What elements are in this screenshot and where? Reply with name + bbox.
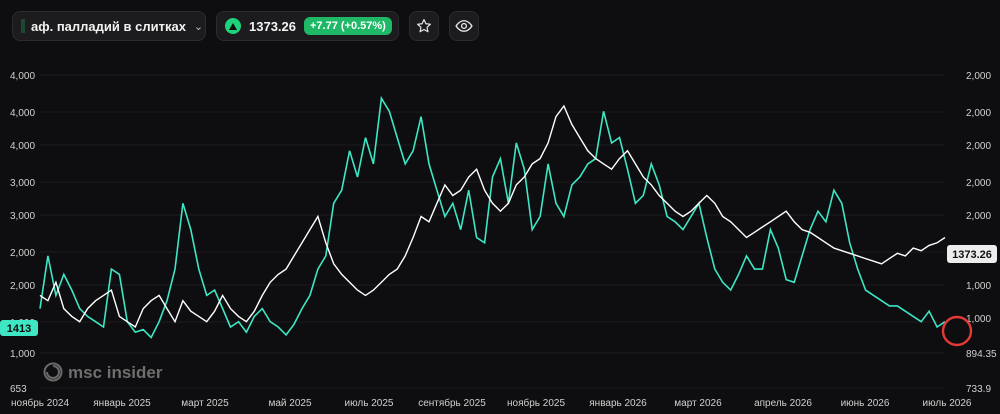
- msc-logo: msc insider: [43, 362, 163, 382]
- right-axis-tick-label: 1,000: [966, 314, 991, 325]
- time-axis-tick-label: сентябрь 2025: [418, 397, 486, 409]
- symbol-name: аф. палладий в слитках: [31, 18, 186, 34]
- grid-lines: [40, 74, 945, 389]
- time-axis-tick-label: май 2025: [268, 398, 311, 409]
- favorite-button[interactable]: [408, 11, 439, 41]
- current-price: 1373.26: [249, 18, 296, 34]
- left-axis-tick-label: 1,000: [10, 349, 35, 360]
- time-axis-tick-label: март 2026: [674, 398, 722, 409]
- star-icon: [416, 19, 431, 33]
- time-axis-tick-label: ноябрь 2025: [507, 397, 565, 409]
- time-axis-tick-label: июль 2025: [345, 398, 394, 409]
- left-axis-tick-label: 4,000: [10, 141, 35, 152]
- right-axis-tick-label: 2,000: [966, 178, 991, 189]
- symbol-selector[interactable]: аф. палладий в слитках ⌄: [12, 11, 206, 41]
- time-axis-tick-label: июль 2026: [923, 398, 972, 409]
- right-axis-tick-label: 2,000: [966, 108, 991, 119]
- time-axis-tick-label: январь 2026: [589, 398, 647, 409]
- left-price-axis: 4,000 4,000 4,000 3,000 3,000 2,000 2,000 1,000…: [10, 71, 35, 395]
- chart-toolbar: аф. палладий в слитках ⌄ 1373.26 +7.77 (…: [12, 10, 479, 42]
- right-axis-tick-label: 2,000: [966, 71, 991, 82]
- right-price-axis: 2,0002,0002,0002,0002,0002,0001,0001,000…: [966, 71, 997, 395]
- left-axis-tick-label: 2,000: [10, 281, 35, 292]
- watermark-text: msc insider: [68, 363, 163, 382]
- price-display: 1373.26 +7.77 (+0.57%): [216, 11, 399, 41]
- time-axis-tick-label: апрель 2026: [754, 398, 812, 409]
- chevron-down-icon: ⌄: [193, 20, 204, 33]
- series-b-line: [39, 104, 946, 329]
- time-axis-tick-label: март 2025: [181, 398, 229, 409]
- left-axis-tick-label: 653: [10, 384, 27, 395]
- left-axis-tick-label: 4,000: [10, 108, 35, 119]
- right-axis-tick-label: 894.35: [966, 349, 997, 360]
- left-last-price-label: 1413: [7, 323, 31, 335]
- left-axis-tick-label: 3,000: [10, 211, 35, 222]
- right-axis-tick-label: 2,000: [966, 141, 991, 152]
- current-price-marker: [941, 315, 973, 347]
- right-axis-tick-label: 1,000: [966, 281, 991, 292]
- price-change-badge: +7.77 (+0.57%): [304, 17, 392, 35]
- right-axis-tick-label: 2,000: [966, 211, 991, 222]
- right-axis-tick-label: 733.9: [966, 384, 991, 395]
- series-a-line: [39, 95, 946, 339]
- left-axis-tick-label: 4,000: [10, 71, 35, 82]
- time-axis-tick-label: ноябрь 2024: [11, 397, 69, 409]
- left-axis-tick-label: 2,000: [10, 248, 35, 259]
- left-axis-tick-label: 3,000: [10, 178, 35, 189]
- time-axis: ноябрь 2024 январь 2025 март 2025 май 2025 и…: [11, 397, 972, 409]
- time-axis-tick-label: январь 2025: [93, 398, 151, 409]
- up-arrow-icon: [225, 18, 241, 34]
- left-last-price-tag: 1413: [0, 320, 38, 336]
- time-axis-tick-label: июнь 2026: [841, 398, 890, 409]
- right-last-price-tag: 1373.26: [947, 245, 997, 263]
- right-last-price-label: 1373.26: [952, 249, 992, 261]
- eye-icon: [455, 20, 473, 32]
- visibility-button[interactable]: [448, 11, 479, 41]
